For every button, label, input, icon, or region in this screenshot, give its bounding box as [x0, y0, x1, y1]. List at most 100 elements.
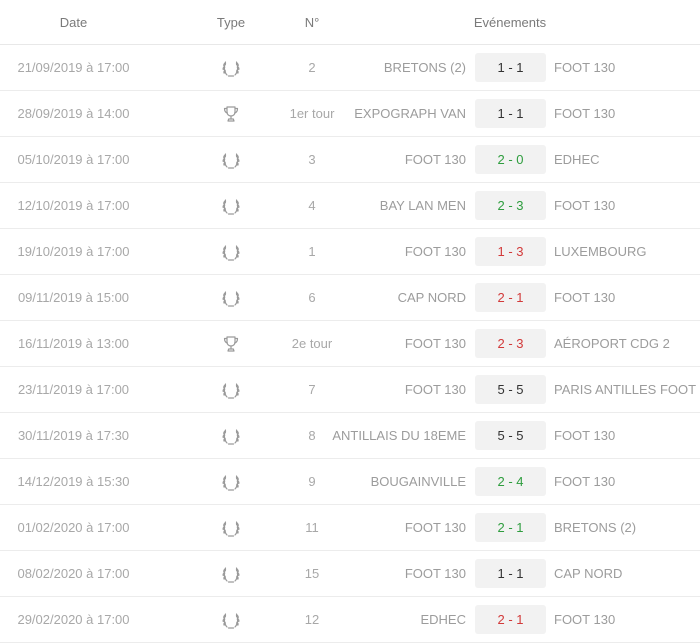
table-row[interactable]: 14/12/2019 à 15:30 9 BOUGAINVILLE 2 - 4 …	[0, 459, 700, 505]
home-team[interactable]: FOOT 130	[404, 382, 466, 397]
table-row[interactable]: 29/02/2020 à 17:00 12 EDHEC 2 - 1 FOOT 1…	[0, 597, 700, 643]
home-team[interactable]: BOUGAINVILLE	[370, 474, 466, 489]
away-team[interactable]: CAP NORD	[554, 566, 623, 581]
match-type	[207, 229, 255, 274]
away-team[interactable]: PARIS ANTILLES FOOT	[554, 382, 697, 397]
away-team[interactable]: FOOT 130	[554, 106, 616, 121]
table-row[interactable]: 05/10/2019 à 17:00 3 FOOT 130 2 - 0 EDHE…	[0, 137, 700, 183]
away-team[interactable]: BRETONS (2)	[554, 520, 637, 535]
match-number: 2e tour	[291, 336, 333, 351]
match-type	[207, 137, 255, 182]
match-date: 05/10/2019 à 17:00	[17, 152, 130, 167]
match-date: 08/02/2020 à 17:00	[17, 566, 130, 581]
match-date: 21/09/2019 à 17:00	[17, 60, 130, 75]
home-team[interactable]: ANTILLAIS DU 18EME	[332, 428, 466, 443]
laurel-icon	[222, 198, 240, 215]
match-date: 19/10/2019 à 17:00	[17, 244, 130, 259]
header-number[interactable]: N°	[304, 15, 320, 30]
match-score[interactable]: 2 - 0	[475, 145, 546, 174]
away-team[interactable]: FOOT 130	[554, 474, 616, 489]
home-team[interactable]: FOOT 130	[404, 336, 466, 351]
home-team[interactable]: BAY LAN MEN	[379, 198, 466, 213]
away-team[interactable]: FOOT 130	[554, 290, 616, 305]
match-score[interactable]: 2 - 3	[475, 191, 546, 220]
match-type	[207, 367, 255, 412]
match-score[interactable]: 2 - 3	[475, 329, 546, 358]
match-date: 09/11/2019 à 15:00	[17, 290, 130, 305]
match-number: 2	[308, 60, 316, 75]
match-score[interactable]: 2 - 1	[475, 605, 546, 634]
away-team[interactable]: AÉROPORT CDG 2	[554, 336, 670, 351]
laurel-icon	[222, 520, 240, 537]
table-row[interactable]: 28/09/2019 à 14:00 1er tour EXPOGRAPH VA…	[0, 91, 700, 137]
away-team[interactable]: FOOT 130	[554, 198, 616, 213]
table-row[interactable]: 01/02/2020 à 17:00 11 FOOT 130 2 - 1 BRE…	[0, 505, 700, 551]
away-team[interactable]: LUXEMBOURG	[554, 244, 647, 259]
match-type	[207, 505, 255, 550]
match-number: 6	[308, 290, 316, 305]
header-date[interactable]: Date	[59, 15, 88, 30]
table-row[interactable]: 08/02/2020 à 17:00 15 FOOT 130 1 - 1 CAP…	[0, 551, 700, 597]
laurel-icon	[222, 474, 240, 491]
home-team[interactable]: FOOT 130	[404, 152, 466, 167]
match-date: 30/11/2019 à 17:30	[17, 428, 130, 443]
match-date: 16/11/2019 à 13:00	[17, 336, 130, 351]
match-type	[207, 459, 255, 504]
match-type	[207, 551, 255, 596]
table-row[interactable]: 30/11/2019 à 17:30 8 ANTILLAIS DU 18EME …	[0, 413, 700, 459]
match-number: 3	[308, 152, 316, 167]
match-score[interactable]: 1 - 3	[475, 237, 546, 266]
table-row[interactable]: 19/10/2019 à 17:00 1 FOOT 130 1 - 3 LUXE…	[0, 229, 700, 275]
match-type	[207, 275, 255, 320]
match-number: 9	[308, 474, 316, 489]
table-row[interactable]: 21/09/2019 à 17:00 2 BRETONS (2) 1 - 1 F…	[0, 45, 700, 91]
match-date: 01/02/2020 à 17:00	[17, 520, 130, 535]
home-team[interactable]: FOOT 130	[404, 244, 466, 259]
laurel-icon	[222, 290, 240, 307]
match-number: 1	[308, 244, 316, 259]
away-team[interactable]: FOOT 130	[554, 428, 616, 443]
home-team[interactable]: FOOT 130	[404, 566, 466, 581]
away-team[interactable]: FOOT 130	[554, 60, 616, 75]
match-number: 1er tour	[289, 106, 335, 121]
header-events[interactable]: Evénements	[473, 15, 547, 30]
match-date: 29/02/2020 à 17:00	[17, 612, 130, 627]
match-score[interactable]: 1 - 1	[475, 53, 546, 82]
match-number: 8	[308, 428, 316, 443]
match-score[interactable]: 5 - 5	[475, 421, 546, 450]
match-date: 14/12/2019 à 15:30	[17, 474, 130, 489]
home-team[interactable]: BRETONS (2)	[383, 60, 466, 75]
table-header: Date Type N° Evénements	[0, 0, 700, 45]
laurel-icon	[222, 566, 240, 583]
laurel-icon	[222, 428, 240, 445]
away-team[interactable]: FOOT 130	[554, 612, 616, 627]
match-score[interactable]: 1 - 1	[475, 99, 546, 128]
match-score[interactable]: 2 - 1	[475, 513, 546, 542]
match-number: 11	[305, 520, 319, 535]
header-type[interactable]: Type	[216, 15, 246, 30]
match-type	[207, 91, 255, 136]
table-row[interactable]: 09/11/2019 à 15:00 6 CAP NORD 2 - 1 FOOT…	[0, 275, 700, 321]
home-team[interactable]: FOOT 130	[404, 520, 466, 535]
match-date: 28/09/2019 à 14:00	[17, 106, 130, 121]
match-number: 7	[308, 382, 316, 397]
match-score[interactable]: 2 - 1	[475, 283, 546, 312]
match-score[interactable]: 2 - 4	[475, 467, 546, 496]
table-row[interactable]: 12/10/2019 à 17:00 4 BAY LAN MEN 2 - 3 F…	[0, 183, 700, 229]
away-team[interactable]: EDHEC	[554, 152, 600, 167]
table-row[interactable]: 23/11/2019 à 17:00 7 FOOT 130 5 - 5 PARI…	[0, 367, 700, 413]
home-team[interactable]: EXPOGRAPH VAN	[354, 106, 466, 121]
trophy-icon	[223, 335, 239, 352]
home-team[interactable]: EDHEC	[420, 612, 466, 627]
laurel-icon	[222, 152, 240, 169]
match-score[interactable]: 1 - 1	[475, 559, 546, 588]
table-row[interactable]: 16/11/2019 à 13:00 2e tour FOOT 130 2 - …	[0, 321, 700, 367]
table-body: 21/09/2019 à 17:00 2 BRETONS (2) 1 - 1 F…	[0, 45, 700, 643]
laurel-icon	[222, 382, 240, 399]
home-team[interactable]: CAP NORD	[397, 290, 466, 305]
laurel-icon	[222, 60, 240, 77]
match-type	[207, 45, 255, 90]
match-score[interactable]: 5 - 5	[475, 375, 546, 404]
match-type	[207, 183, 255, 228]
